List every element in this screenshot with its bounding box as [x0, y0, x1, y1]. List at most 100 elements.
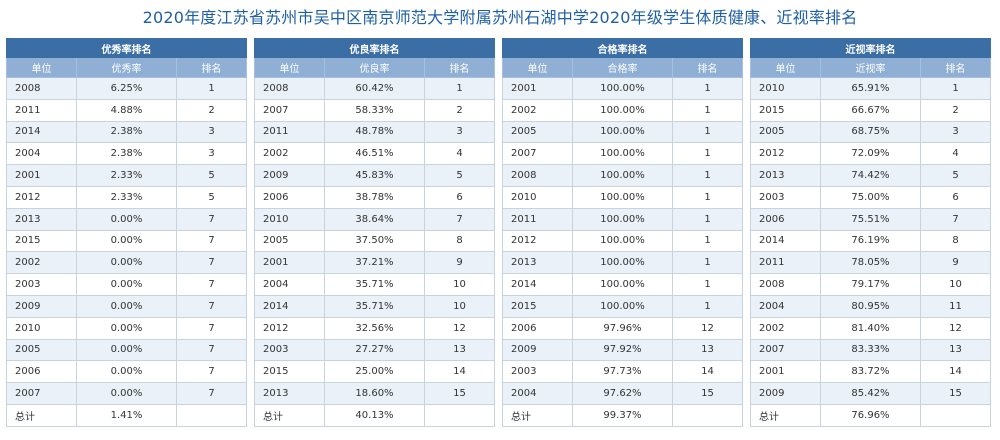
table-row: 2013 74.42% 5 [750, 164, 991, 187]
unit-cell: 2008 [750, 273, 821, 296]
rank-cell: 9 [424, 251, 495, 275]
rate-cell: 6.25% [76, 77, 177, 100]
table-row: 2015 100.00% 1 [502, 294, 743, 318]
section-header: 优良率排名 [254, 38, 495, 58]
rate-cell: 2.38% [76, 120, 177, 144]
rank-cell: 7 [424, 207, 495, 231]
rate-cell: 60.42% [324, 77, 425, 100]
rate-cell: 2.33% [76, 185, 177, 209]
table-row: 2006 97.96% 12 [502, 316, 743, 340]
total-rank [424, 403, 495, 427]
unit-cell: 2014 [254, 294, 325, 318]
table-row: 2014 35.71% 10 [254, 294, 495, 318]
unit-cell: 2005 [502, 120, 573, 144]
rate-cell: 48.78% [324, 120, 425, 144]
unit-cell: 2006 [254, 185, 325, 209]
unit-cell: 2001 [6, 164, 77, 187]
rate-cell: 100.00% [572, 142, 673, 166]
rate-cell: 75.51% [820, 207, 921, 231]
rate-cell: 0.00% [76, 294, 177, 318]
rank-cell: 1 [672, 273, 743, 296]
rate-cell: 100.00% [572, 229, 673, 253]
rank-cell: 6 [920, 185, 991, 209]
table-row: 2004 2.38% 3 [6, 142, 247, 166]
rank-cell: 12 [920, 316, 991, 340]
rank-cell: 15 [424, 382, 495, 405]
rate-cell: 0.00% [76, 273, 177, 296]
table-row: 2002 100.00% 1 [502, 98, 743, 122]
table-excellent-rate: 优秀率排名 单位 优秀率 排名 2008 6.25% 1 2011 4.88% 2 2014 2.38… [6, 38, 247, 427]
total-label: 总计 [502, 403, 573, 427]
unit-header: 单位 [502, 57, 573, 78]
total-row: 总计 76.96% [750, 403, 991, 427]
unit-cell: 2004 [6, 142, 77, 166]
table-row: 2011 4.88% 2 [6, 98, 247, 122]
rate-cell: 37.21% [324, 251, 425, 275]
rank-cell: 7 [176, 338, 247, 362]
rank-cell: 3 [176, 142, 247, 166]
unit-cell: 2002 [6, 251, 77, 275]
rate-cell: 32.56% [324, 316, 425, 340]
table-row: 2006 75.51% 7 [750, 207, 991, 231]
unit-cell: 2009 [502, 338, 573, 362]
table-row: 2014 2.38% 3 [6, 120, 247, 144]
rank-cell: 10 [424, 294, 495, 318]
rank-cell: 7 [920, 207, 991, 231]
unit-cell: 2012 [6, 185, 77, 209]
unit-cell: 2010 [750, 77, 821, 100]
total-rate: 99.37% [572, 403, 673, 427]
rate-cell: 100.00% [572, 251, 673, 275]
unit-cell: 2006 [6, 360, 77, 384]
unit-cell: 2003 [502, 360, 573, 384]
unit-cell: 2015 [502, 294, 573, 318]
table-row: 2002 0.00% 7 [6, 251, 247, 275]
table-row: 2009 97.92% 13 [502, 338, 743, 362]
rank-cell: 8 [920, 229, 991, 253]
rate-cell: 74.42% [820, 164, 921, 187]
table-row: 2015 0.00% 7 [6, 229, 247, 253]
rate-cell: 97.92% [572, 338, 673, 362]
unit-cell: 2012 [750, 142, 821, 166]
rate-cell: 18.60% [324, 382, 425, 405]
rate-cell: 2.38% [76, 142, 177, 166]
rank-header: 排名 [672, 57, 743, 78]
unit-cell: 2002 [750, 316, 821, 340]
rate-cell: 0.00% [76, 251, 177, 275]
unit-cell: 2011 [6, 98, 77, 122]
table-row: 2008 6.25% 1 [6, 77, 247, 100]
table-row: 2015 66.67% 2 [750, 98, 991, 122]
rank-header: 排名 [176, 57, 247, 78]
rate-cell: 97.62% [572, 382, 673, 405]
table-row: 2010 65.91% 1 [750, 77, 991, 100]
table-row: 2008 100.00% 1 [502, 164, 743, 187]
total-rate: 76.96% [820, 403, 921, 427]
rate-cell: 100.00% [572, 98, 673, 122]
table-row: 2002 81.40% 12 [750, 316, 991, 340]
table-row: 2008 79.17% 10 [750, 273, 991, 296]
rank-cell: 5 [920, 164, 991, 187]
rate-cell: 81.40% [820, 316, 921, 340]
rank-cell: 3 [176, 120, 247, 144]
unit-header: 单位 [254, 57, 325, 78]
unit-cell: 2014 [502, 273, 573, 296]
rate-cell: 0.00% [76, 316, 177, 340]
table-row: 2001 83.72% 14 [750, 360, 991, 384]
table-row: 2001 37.21% 9 [254, 251, 495, 275]
unit-cell: 2006 [502, 316, 573, 340]
unit-cell: 2011 [750, 251, 821, 275]
rate-cell: 100.00% [572, 273, 673, 296]
table-row: 2013 18.60% 15 [254, 382, 495, 405]
unit-cell: 2003 [254, 338, 325, 362]
unit-cell: 2001 [502, 77, 573, 100]
rate-cell: 0.00% [76, 207, 177, 231]
rank-cell: 1 [176, 77, 247, 100]
rank-cell: 1 [672, 164, 743, 187]
unit-cell: 2013 [6, 207, 77, 231]
rank-cell: 7 [176, 251, 247, 275]
rank-header: 排名 [920, 57, 991, 78]
total-label: 总计 [6, 403, 77, 427]
rank-cell: 5 [176, 164, 247, 187]
rate-cell: 65.91% [820, 77, 921, 100]
rate-cell: 27.27% [324, 338, 425, 362]
rank-cell: 13 [672, 338, 743, 362]
